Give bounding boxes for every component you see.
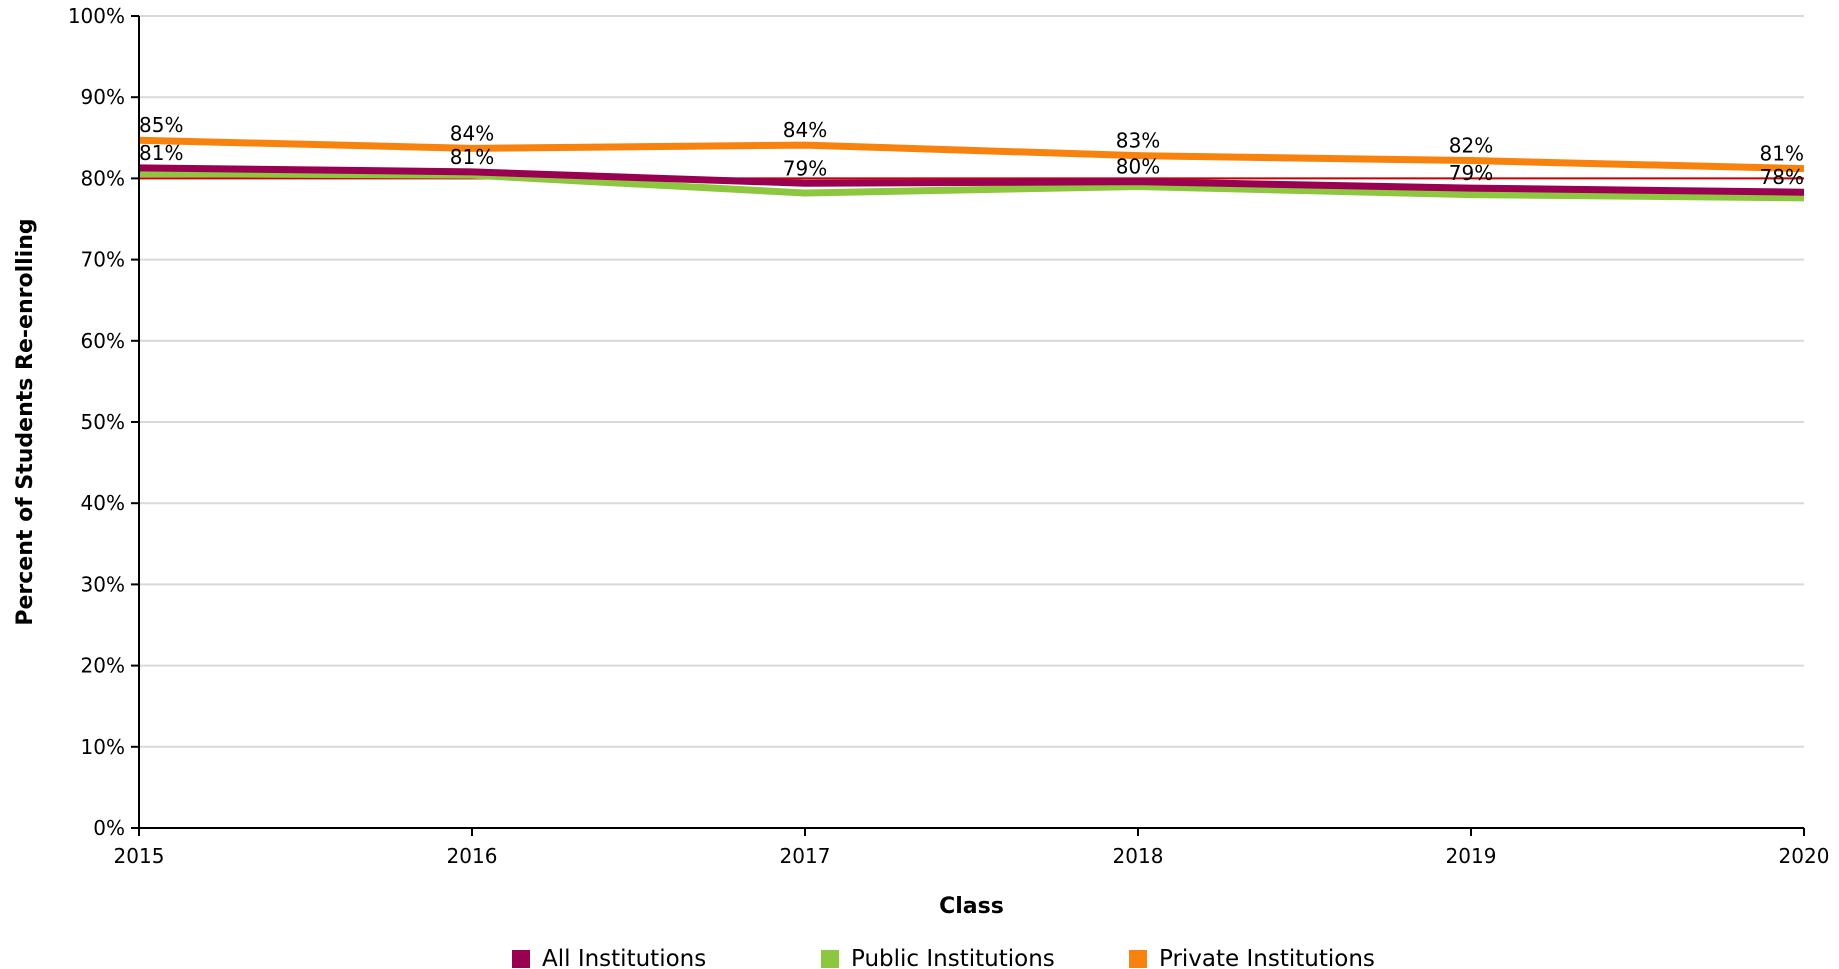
data-label: 82% [1449,134,1493,158]
legend-item: Private Institutions [1129,946,1375,969]
y-tick-label: 60% [81,329,125,353]
y-tick-label: 0% [93,816,125,840]
legend-label: Private Institutions [1159,946,1375,969]
y-tick-label: 30% [81,572,125,596]
y-tick-label: 20% [81,654,125,678]
series-line [138,164,1805,196]
data-label: 78% [1760,165,1804,189]
x-tick-label: 2015 [114,844,165,868]
x-tick-label: 2016 [447,844,498,868]
data-label: 81% [139,141,183,165]
y-tick-label: 50% [81,410,125,434]
x-tick-label: 2018 [1113,844,1164,868]
series-lines [138,136,1805,202]
legend-item: Public Institutions [821,946,1055,969]
data-label: 79% [783,156,827,180]
y-tick-label: 80% [81,166,125,190]
data-label: 79% [1449,161,1493,185]
x-axis-title: Class [939,894,1004,919]
y-tick-label: 100% [68,4,125,28]
legend: All Institutions Public Institutions Priva… [512,946,1375,969]
series-line [138,136,1805,173]
y-tick-label: 70% [81,248,125,272]
series-line [138,170,1805,202]
legend-swatch [512,950,530,968]
legend-label: Public Institutions [851,946,1055,969]
data-label: 81% [1760,142,1804,166]
legend-item: All Institutions [512,946,706,969]
y-tick-label: 90% [81,85,125,109]
y-tick-label: 40% [81,491,125,515]
x-tick-label: 2017 [780,844,831,868]
y-axis-title: Percent of Students Re-enrolling [13,218,38,625]
data-label: 81% [450,145,494,169]
legend-swatch [821,950,839,968]
x-tick-label: 2020 [1779,844,1830,868]
axes [131,15,1805,836]
data-label: 83% [1116,129,1160,153]
data-label: 84% [783,118,827,142]
gridlines [139,15,1804,748]
tick-labels: 0% 10% 20% 30% 40% 50% 60% 70% 80% 90% 100% 2015 201… [68,4,1830,868]
legend-swatch [1129,950,1147,968]
data-labels: 81% 81% 79% 80% 79% 78% 85% 84% 84% 83% 82% 81% [139,113,1804,189]
data-label: 85% [139,113,183,137]
data-label: 84% [450,121,494,145]
data-label: 80% [1116,155,1160,179]
legend-label: All Institutions [542,946,706,969]
y-tick-label: 10% [81,735,125,759]
x-tick-label: 2019 [1446,844,1497,868]
